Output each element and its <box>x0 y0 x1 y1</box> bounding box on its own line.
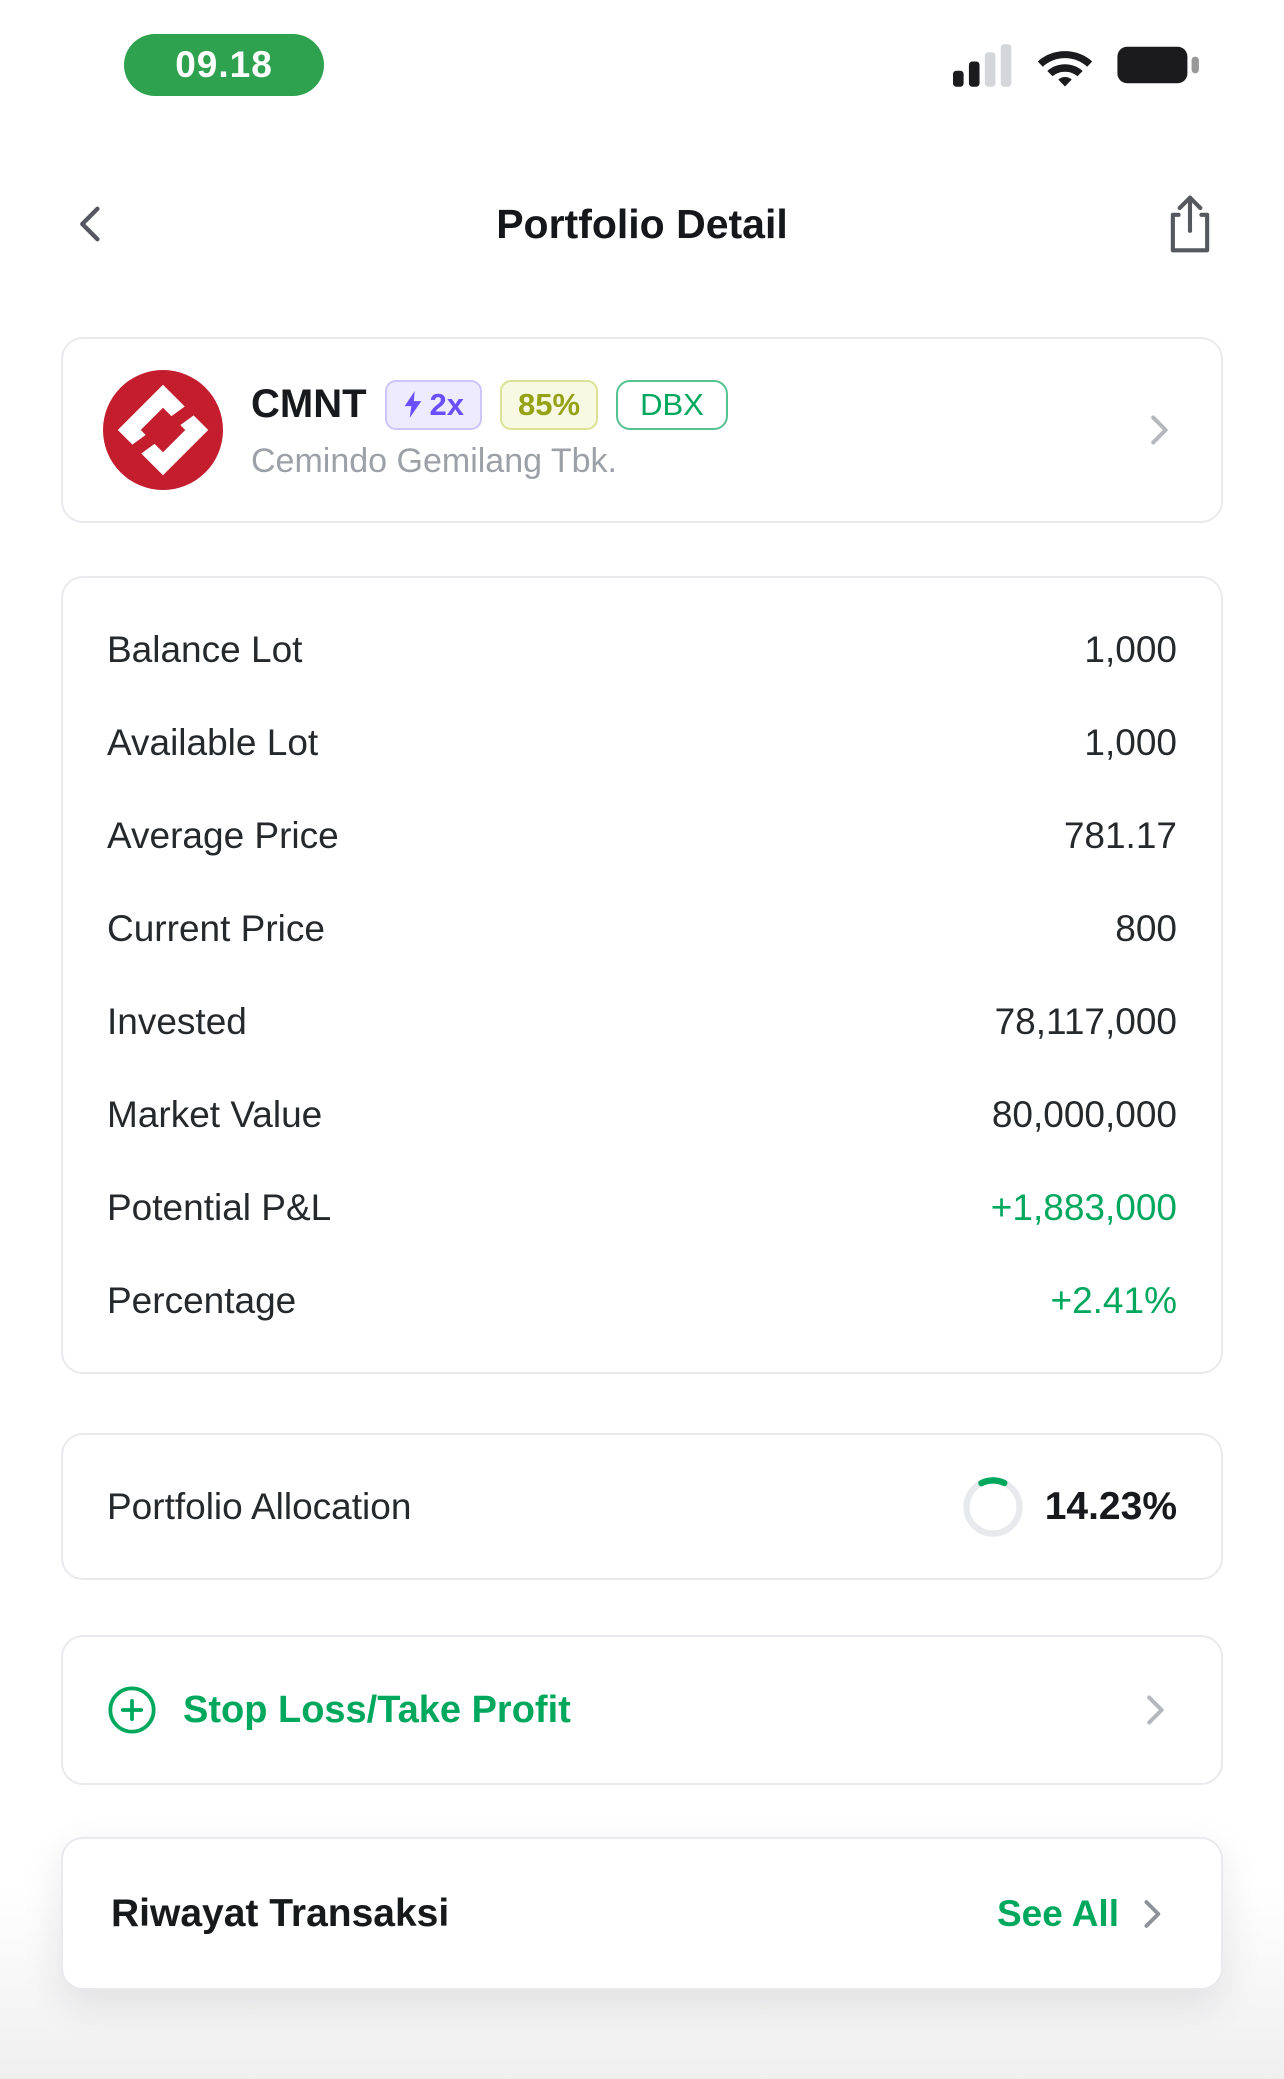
see-all-button[interactable]: See All <box>997 1892 1173 1936</box>
back-chevron-icon <box>80 206 100 242</box>
stock-logo <box>103 370 223 490</box>
detail-value: 78,117,000 <box>994 1000 1177 1042</box>
lightning-icon <box>404 391 421 418</box>
detail-label: Balance Lot <box>107 628 303 670</box>
cellular-signal-icon <box>953 43 1012 87</box>
back-button[interactable] <box>66 198 118 250</box>
detail-row-average-price: Average Price 781.17 <box>107 789 1177 882</box>
stock-symbol-row: CMNT 2x 85% DBX <box>251 379 1107 430</box>
detail-label: Invested <box>107 1000 247 1042</box>
plus-circle-icon <box>108 1686 156 1734</box>
detail-value: 80,000,000 <box>991 1093 1177 1135</box>
detail-label: Available Lot <box>107 721 319 763</box>
detail-label: Market Value <box>107 1093 323 1135</box>
history-title: Riwayat Transaksi <box>111 1891 450 1935</box>
margin-badge-label: 85% <box>518 386 581 422</box>
company-name: Cemindo Gemilang Tbk. <box>251 441 617 480</box>
leverage-badge-label: 2x <box>429 386 465 422</box>
allocation-value-group: 14.23% <box>963 1476 1177 1537</box>
sltp-label: Stop Loss/Take Profit <box>183 1688 571 1731</box>
detail-row-invested: Invested 78,117,000 <box>107 975 1177 1068</box>
detail-value: +1,883,000 <box>990 1186 1177 1228</box>
detail-value: 1,000 <box>1084 628 1177 670</box>
see-all-label: See All <box>996 1892 1119 1934</box>
detail-row-current-price: Current Price 800 <box>107 882 1177 975</box>
stock-summary-card[interactable]: CMNT 2x 85% DBX Cemindo Gemilang Tbk. <box>61 337 1223 523</box>
page-title: Portfolio Detail <box>496 200 788 247</box>
wifi-icon <box>1037 50 1093 87</box>
detail-value: +2.41% <box>1050 1279 1177 1321</box>
nav-bar: Portfolio Detail <box>0 172 1284 276</box>
detail-value: 1,000 <box>1084 721 1177 763</box>
status-time: 09.18 <box>175 44 273 85</box>
allocation-ring-progress <box>963 1476 1023 1537</box>
detail-label: Average Price <box>107 814 339 856</box>
chevron-right-icon <box>1144 1899 1161 1928</box>
allocation-label: Portfolio Allocation <box>107 1485 412 1527</box>
allocation-ring <box>963 1476 1023 1537</box>
status-time-pill[interactable]: 09.18 <box>124 34 324 96</box>
stock-info: CMNT 2x 85% DBX Cemindo Gemilang Tbk. <box>251 379 1107 481</box>
position-details-card: Balance Lot 1,000 Available Lot 1,000 Av… <box>61 576 1223 1374</box>
detail-label: Current Price <box>107 907 325 949</box>
allocation-ring-track <box>963 1476 1023 1537</box>
chevron-right-icon <box>1151 415 1168 445</box>
detail-label: Percentage <box>107 1279 297 1321</box>
detail-row-percentage: Percentage +2.41% <box>107 1254 1177 1347</box>
detail-label: Potential P&L <box>107 1186 332 1228</box>
board-badge-label: DBX <box>640 386 704 422</box>
battery-icon <box>1117 46 1199 84</box>
detail-row-balance-lot: Balance Lot 1,000 <box>107 603 1177 696</box>
detail-row-potential-pnl: Potential P&L +1,883,000 <box>107 1161 1177 1254</box>
share-button[interactable] <box>1162 192 1218 256</box>
leverage-badge: 2x <box>384 379 483 430</box>
chevron-right-icon <box>1147 1695 1164 1725</box>
sltp-label-group: Stop Loss/Take Profit <box>107 1685 571 1735</box>
share-icon <box>1170 195 1210 253</box>
detail-value: 800 <box>1115 907 1177 949</box>
board-badge: DBX <box>616 379 728 430</box>
allocation-value: 14.23% <box>1044 1484 1177 1528</box>
margin-badge: 85% <box>500 379 599 430</box>
portfolio-allocation-card: Portfolio Allocation 14.23% <box>61 1433 1223 1580</box>
detail-row-market-value: Market Value 80,000,000 <box>107 1068 1177 1161</box>
status-bar: 09.18 <box>0 0 1284 100</box>
status-icons <box>953 43 1200 87</box>
stock-symbol: CMNT <box>251 382 367 426</box>
detail-row-available-lot: Available Lot 1,000 <box>107 696 1177 789</box>
transaction-history-card: Riwayat Transaksi See All <box>61 1837 1223 1990</box>
stop-loss-take-profit-button[interactable]: Stop Loss/Take Profit <box>61 1635 1223 1785</box>
detail-value: 781.17 <box>1063 814 1177 856</box>
